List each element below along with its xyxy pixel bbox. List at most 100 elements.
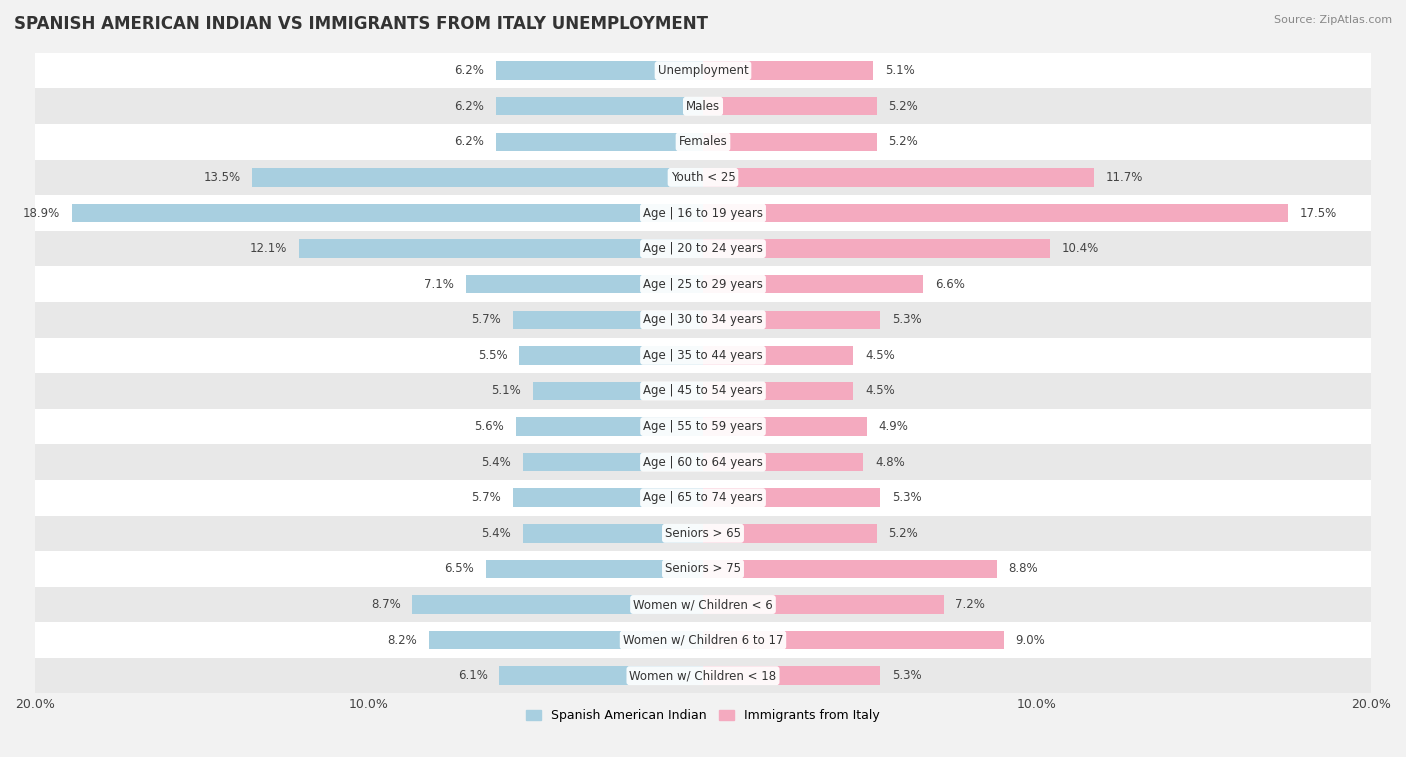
Bar	[523, 524, 703, 543]
Bar	[35, 409, 1371, 444]
Bar	[35, 302, 1371, 338]
Text: 4.5%: 4.5%	[865, 349, 894, 362]
Text: 5.3%: 5.3%	[891, 491, 921, 504]
Bar	[703, 666, 880, 685]
Text: SPANISH AMERICAN INDIAN VS IMMIGRANTS FROM ITALY UNEMPLOYMENT: SPANISH AMERICAN INDIAN VS IMMIGRANTS FR…	[14, 15, 709, 33]
Bar	[703, 239, 1050, 258]
Text: Age | 25 to 29 years: Age | 25 to 29 years	[643, 278, 763, 291]
Bar	[35, 480, 1371, 516]
Bar	[35, 195, 1371, 231]
Text: 5.1%: 5.1%	[884, 64, 915, 77]
Text: Women w/ Children 6 to 17: Women w/ Children 6 to 17	[623, 634, 783, 646]
Bar	[35, 231, 1371, 266]
Bar	[412, 595, 703, 614]
Bar	[465, 275, 703, 294]
Bar	[35, 444, 1371, 480]
Text: Age | 35 to 44 years: Age | 35 to 44 years	[643, 349, 763, 362]
Text: 4.9%: 4.9%	[879, 420, 908, 433]
Bar	[703, 524, 877, 543]
Text: 8.2%: 8.2%	[388, 634, 418, 646]
Bar	[533, 382, 703, 400]
Bar	[499, 666, 703, 685]
Bar	[252, 168, 703, 187]
Bar	[703, 631, 1004, 650]
Text: 10.4%: 10.4%	[1062, 242, 1099, 255]
Bar	[703, 346, 853, 365]
Text: Women w/ Children < 6: Women w/ Children < 6	[633, 598, 773, 611]
Text: 5.2%: 5.2%	[889, 100, 918, 113]
Text: 6.6%: 6.6%	[935, 278, 965, 291]
Bar	[35, 516, 1371, 551]
Bar	[35, 160, 1371, 195]
Text: Age | 60 to 64 years: Age | 60 to 64 years	[643, 456, 763, 469]
Bar	[496, 132, 703, 151]
Bar	[703, 132, 877, 151]
Bar	[703, 595, 943, 614]
Text: 11.7%: 11.7%	[1105, 171, 1143, 184]
Bar	[35, 338, 1371, 373]
Text: 7.1%: 7.1%	[425, 278, 454, 291]
Bar	[703, 310, 880, 329]
Bar	[35, 53, 1371, 89]
Text: 7.2%: 7.2%	[955, 598, 986, 611]
Text: Age | 16 to 19 years: Age | 16 to 19 years	[643, 207, 763, 220]
Text: Youth < 25: Youth < 25	[671, 171, 735, 184]
Bar	[523, 453, 703, 472]
Bar	[496, 61, 703, 80]
Text: 5.4%: 5.4%	[481, 527, 510, 540]
Bar	[703, 453, 863, 472]
Text: Females: Females	[679, 136, 727, 148]
Text: 5.2%: 5.2%	[889, 527, 918, 540]
Bar	[35, 124, 1371, 160]
Bar	[519, 346, 703, 365]
Text: 13.5%: 13.5%	[204, 171, 240, 184]
Text: Age | 65 to 74 years: Age | 65 to 74 years	[643, 491, 763, 504]
Text: 5.4%: 5.4%	[481, 456, 510, 469]
Bar	[703, 204, 1288, 223]
Text: 6.2%: 6.2%	[454, 64, 484, 77]
Text: 12.1%: 12.1%	[250, 242, 287, 255]
Text: Age | 45 to 54 years: Age | 45 to 54 years	[643, 385, 763, 397]
Text: Age | 30 to 34 years: Age | 30 to 34 years	[643, 313, 763, 326]
Text: Males: Males	[686, 100, 720, 113]
Bar	[35, 587, 1371, 622]
Text: 5.1%: 5.1%	[491, 385, 522, 397]
Legend: Spanish American Indian, Immigrants from Italy: Spanish American Indian, Immigrants from…	[526, 709, 880, 722]
Text: 5.6%: 5.6%	[474, 420, 505, 433]
Bar	[35, 89, 1371, 124]
Bar	[299, 239, 703, 258]
Bar	[703, 275, 924, 294]
Text: 5.3%: 5.3%	[891, 669, 921, 682]
Bar	[72, 204, 703, 223]
Bar	[486, 559, 703, 578]
Text: 4.8%: 4.8%	[875, 456, 905, 469]
Text: 4.5%: 4.5%	[865, 385, 894, 397]
Text: 6.2%: 6.2%	[454, 136, 484, 148]
Bar	[703, 488, 880, 507]
Text: 8.7%: 8.7%	[371, 598, 401, 611]
Text: Age | 20 to 24 years: Age | 20 to 24 years	[643, 242, 763, 255]
Bar	[703, 559, 997, 578]
Bar	[429, 631, 703, 650]
Bar	[35, 622, 1371, 658]
Text: Women w/ Children < 18: Women w/ Children < 18	[630, 669, 776, 682]
Text: 5.7%: 5.7%	[471, 491, 501, 504]
Text: 9.0%: 9.0%	[1015, 634, 1045, 646]
Text: Seniors > 65: Seniors > 65	[665, 527, 741, 540]
Text: 18.9%: 18.9%	[22, 207, 60, 220]
Bar	[513, 310, 703, 329]
Bar	[35, 658, 1371, 693]
Bar	[513, 488, 703, 507]
Text: 5.7%: 5.7%	[471, 313, 501, 326]
Bar	[703, 382, 853, 400]
Bar	[703, 168, 1094, 187]
Bar	[496, 97, 703, 116]
Bar	[703, 97, 877, 116]
Bar	[516, 417, 703, 436]
Text: 6.1%: 6.1%	[458, 669, 488, 682]
Bar	[703, 61, 873, 80]
Text: 5.2%: 5.2%	[889, 136, 918, 148]
Text: Source: ZipAtlas.com: Source: ZipAtlas.com	[1274, 15, 1392, 25]
Text: 17.5%: 17.5%	[1299, 207, 1337, 220]
Bar	[703, 417, 866, 436]
